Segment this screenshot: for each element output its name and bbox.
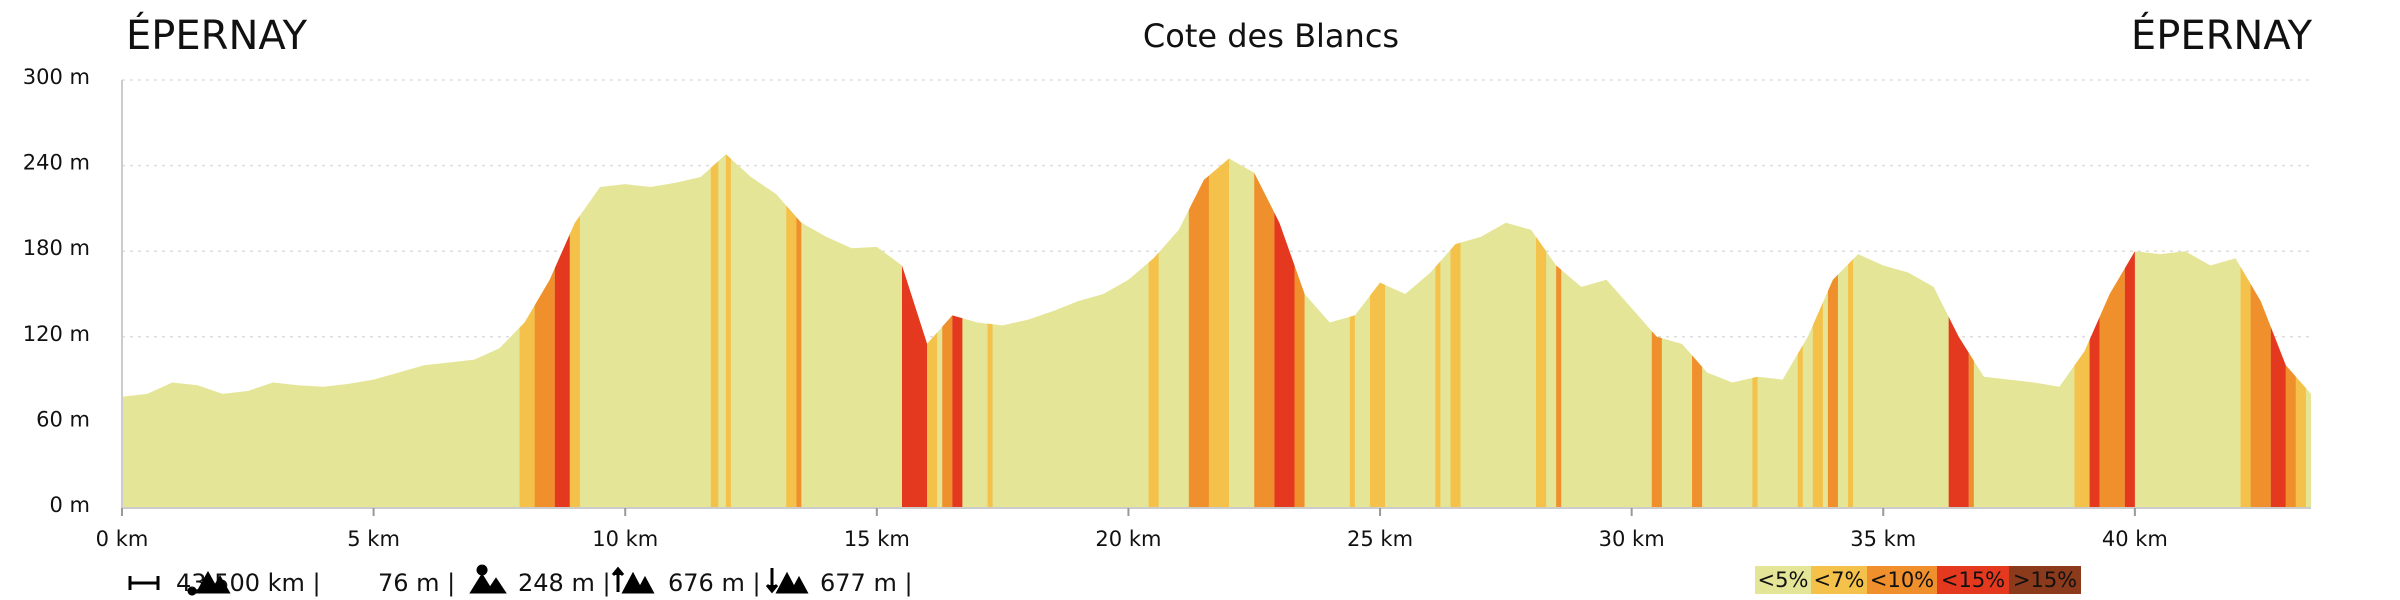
grade-segment (2099, 154, 2125, 508)
grade-segment (2250, 154, 2271, 508)
grade-segment (1349, 154, 1355, 508)
x-tick-label: 35 km (1850, 527, 1916, 551)
grade-segment (554, 154, 570, 508)
grade-segment (1651, 154, 1662, 508)
grade-segment (1450, 154, 1461, 508)
legend-label: >15% (2013, 568, 2077, 592)
grade-segment (1208, 154, 1230, 508)
end-label: ÉPERNAY (2131, 11, 2313, 59)
grade-segment (2074, 154, 2090, 508)
stat-value: 76 m | (378, 569, 455, 597)
legend-swatch (1937, 566, 2009, 594)
grade-segment (1827, 154, 1838, 508)
legend-swatch (1867, 566, 1937, 594)
stat-value: 248 m | (518, 569, 611, 597)
stat-value: 676 m | (668, 569, 761, 597)
x-tick-label: 40 km (2102, 527, 2168, 551)
legend-swatch (1755, 566, 1811, 594)
y-tick-label: 60 m (36, 407, 90, 431)
stat-icon (187, 570, 231, 596)
x-tick-label: 15 km (844, 527, 910, 551)
grade-segment (569, 154, 580, 508)
grade-segment (725, 154, 731, 508)
grade-segment (2124, 154, 2135, 508)
x-tick-label: 25 km (1347, 527, 1413, 551)
grade-segment (2089, 154, 2100, 508)
grade-segment (952, 154, 963, 508)
start-label: ÉPERNAY (126, 11, 308, 59)
x-tick-label: 30 km (1599, 527, 1665, 551)
x-tick-label: 20 km (1095, 527, 1161, 551)
legend-label: <15% (1941, 568, 2005, 592)
grade-segment (1254, 154, 1275, 508)
grade-segment (1752, 154, 1758, 508)
grade-segment (1848, 154, 1854, 508)
grade-segment (534, 154, 555, 508)
grade-segment (1148, 154, 1159, 508)
grade-segment (987, 154, 993, 508)
grade-segment (2285, 154, 2296, 508)
grade-segment (1274, 154, 1295, 508)
grade-segment (1692, 154, 1703, 508)
x-tick-label: 5 km (347, 527, 400, 551)
grade-segment (901, 154, 928, 508)
x-tick-label: 0 km (96, 527, 149, 551)
stats: 43.500 km | 76 m | 248 m | 676 m | 677 m | (128, 564, 913, 597)
y-tick-label: 180 m (23, 236, 90, 260)
stat-icon (128, 576, 160, 590)
chart-title: Cote des Blancs (1143, 17, 1399, 55)
legend-label: <7% (1814, 568, 1865, 592)
grade-segment (942, 154, 953, 508)
grade-segment (1188, 154, 1209, 508)
grade-segment (710, 154, 719, 508)
grade-segment (519, 154, 535, 508)
y-tick-label: 240 m (23, 151, 90, 175)
grade-segment (2270, 154, 2286, 508)
y-tick-label: 120 m (23, 322, 90, 346)
legend-swatch (2009, 566, 2081, 594)
grade-segment (1968, 154, 1974, 508)
x-tick-label: 10 km (592, 527, 658, 551)
legend-label: <5% (1758, 568, 1809, 592)
grade-segment (1797, 154, 1803, 508)
grade-segment (1812, 154, 1823, 508)
grade-segment (2240, 154, 2251, 508)
grade-segment (1948, 154, 1969, 508)
grade-segment (796, 154, 802, 508)
grade-segment (2295, 154, 2306, 508)
grade-segment (927, 154, 938, 508)
stat-icon (611, 566, 655, 594)
y-tick-label: 300 m (23, 65, 90, 89)
grade-segment (1556, 154, 1562, 508)
grade-segment (1536, 154, 1547, 508)
y-tick-label: 0 m (50, 493, 91, 517)
legend-swatch (1811, 566, 1867, 594)
stat-icon (469, 564, 507, 594)
grade-segment (786, 154, 797, 508)
stat-icon (765, 568, 809, 594)
grade-segment (1435, 154, 1441, 508)
grade-segment (1294, 154, 1305, 508)
grade-segment (1369, 154, 1386, 508)
legend-label: <10% (1870, 568, 1934, 592)
stat-value: 677 m | (820, 569, 913, 597)
